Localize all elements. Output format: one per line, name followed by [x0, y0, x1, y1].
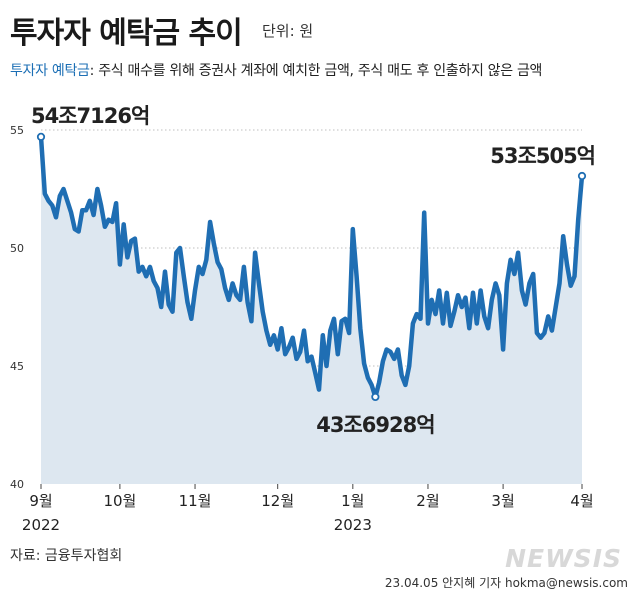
annotation-label: 53조505억	[490, 144, 595, 168]
definition-text: : 주식 매수를 위해 증권사 계좌에 예치한 금액, 주식 매도 후 인출하지…	[89, 63, 543, 79]
x-tick-label: 12월	[261, 492, 294, 510]
x-tick-label: 1월	[341, 492, 364, 510]
source-note: 자료: 금융투자협회	[10, 548, 123, 564]
y-tick-label: 40	[10, 478, 24, 491]
y-tick-label: 50	[10, 242, 24, 255]
y-tick-label: 55	[10, 124, 24, 137]
unit-label: 단위: 원	[262, 22, 314, 40]
x-tick-label: 4월	[570, 492, 593, 510]
annotation-marker	[577, 171, 587, 181]
chart-title: 투자자 예탁금 추이	[10, 16, 243, 51]
x-tick-year-label: 2023	[334, 516, 372, 534]
y-tick-label: 45	[10, 360, 24, 373]
annotation-marker	[371, 392, 380, 402]
series-line	[38, 134, 585, 400]
annotation-marker	[36, 132, 46, 141]
definition-term: 투자자 예탁금	[10, 63, 90, 79]
y-axis-ticks: 40 45 50 55	[10, 124, 24, 491]
x-tick-label: 2월	[416, 492, 439, 510]
annotation-markers: 54조7126억 43조6928억 53조505억	[31, 104, 596, 437]
definition-note: 투자자 예탁금: 주식 매수를 위해 증권사 계좌에 예치한 금액, 주식 매도…	[10, 60, 542, 80]
area-fill	[41, 136, 582, 485]
annotation-label: 43조6928억	[316, 413, 434, 437]
byline: 23.04.05 안지혜 기자 hokma@newsis.com	[384, 576, 628, 590]
annotation-label: 54조7126억	[31, 104, 149, 128]
x-axis-ticks: 9월 2022 10월 11월 12월 1월 2023 2월 3월 4월	[22, 484, 594, 534]
x-tick-label: 10월	[103, 492, 136, 510]
x-tick-label: 11월	[179, 492, 212, 510]
newsis-logo: NEWSIS	[505, 544, 622, 573]
x-tick-label: 3월	[491, 492, 514, 510]
x-tick-label: 9월	[29, 492, 52, 510]
x-tick-year-label: 2022	[22, 516, 60, 534]
